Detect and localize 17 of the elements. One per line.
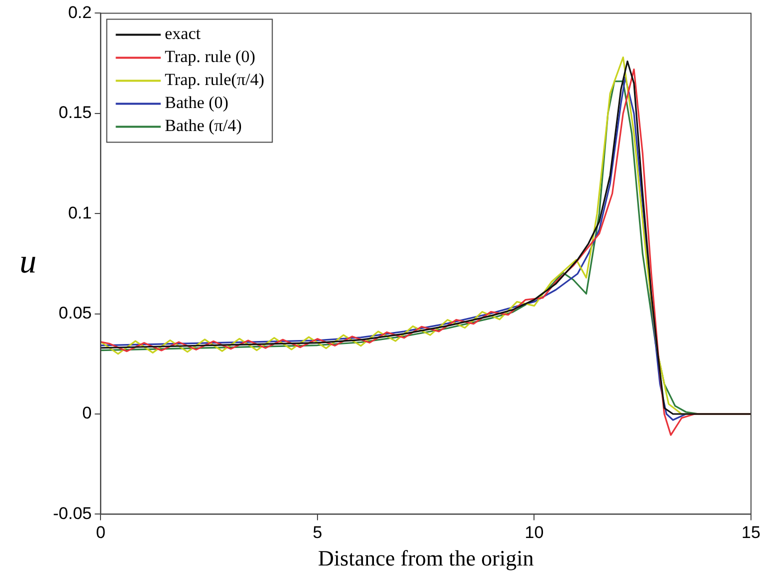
y-tick-label: 0.15 (58, 103, 92, 122)
x-tick-label: 10 (524, 523, 544, 542)
x-axis-title: Distance from the origin (318, 546, 534, 571)
legend-label: Bathe (π/4) (164, 116, 242, 136)
y-tick-label: 0.05 (58, 303, 92, 322)
x-tick-label: 0 (96, 523, 106, 542)
legend-label: Bathe (0) (164, 93, 228, 112)
y-tick-label: 0 (82, 404, 92, 423)
legend-label: exact (164, 24, 201, 44)
x-tick-label: 15 (742, 523, 760, 542)
legend-label: Trap. rule (0) (164, 47, 256, 66)
y-axis-title: u (20, 244, 36, 281)
y-tick-label: 0.1 (68, 203, 92, 222)
x-tick-label: 5 (312, 523, 322, 542)
y-tick-label: 0.2 (68, 2, 92, 22)
legend-label: Trap. rule(π/4) (164, 70, 264, 90)
y-tick-label: -0.05 (53, 504, 92, 523)
